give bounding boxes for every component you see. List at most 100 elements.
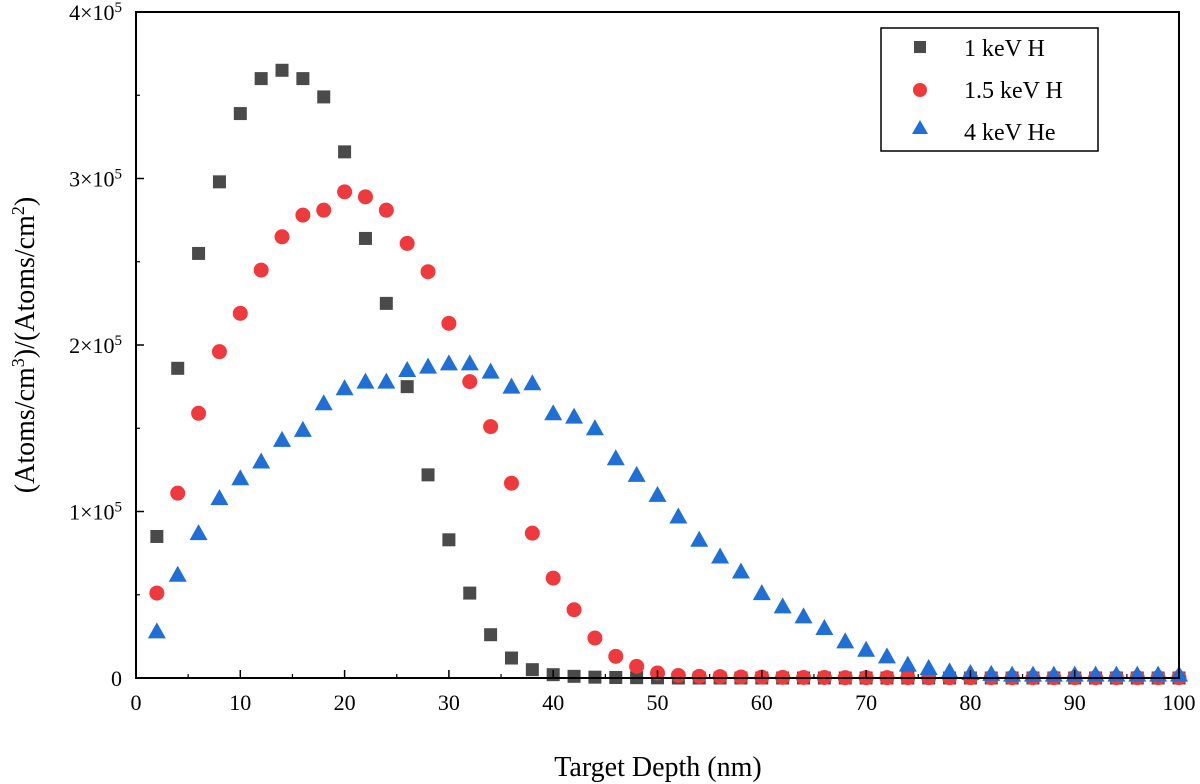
data-point — [565, 407, 584, 424]
data-point — [794, 607, 813, 624]
data-point — [439, 354, 458, 371]
legend-marker-1kev-h — [914, 41, 926, 53]
x-tick-label: 20 — [334, 690, 356, 715]
data-point — [377, 372, 396, 389]
data-point — [253, 262, 269, 278]
data-point — [335, 379, 354, 396]
legend-label-15kev-h: 1.5 keV H — [964, 78, 1063, 104]
data-point — [585, 419, 604, 436]
data-point — [836, 632, 855, 649]
data-point — [919, 659, 938, 676]
series-layer — [147, 63, 1188, 686]
data-point — [150, 529, 164, 543]
data-point — [484, 628, 498, 642]
data-point — [189, 524, 208, 541]
data-point — [420, 264, 436, 280]
y-tick-label: 1×105 — [69, 500, 122, 525]
data-point — [502, 377, 521, 394]
series-triangle — [147, 354, 1188, 682]
x-axis: 0 10 20 30 40 50 60 70 80 90 100 — [131, 670, 1196, 715]
data-point — [317, 90, 331, 104]
x-tick-label: 90 — [1064, 690, 1086, 715]
data-point — [293, 420, 312, 437]
data-point — [566, 602, 582, 618]
data-point — [231, 469, 250, 486]
data-point — [296, 72, 310, 86]
data-point — [504, 651, 518, 665]
y-tick-label: 4×105 — [69, 0, 122, 25]
data-point — [608, 648, 624, 664]
data-point — [337, 184, 353, 200]
legend-marker-15kev-h — [913, 83, 927, 97]
data-point — [338, 145, 352, 159]
data-point — [629, 658, 645, 674]
x-tick-label: 10 — [229, 690, 251, 715]
data-point — [421, 468, 435, 482]
data-point — [460, 354, 479, 371]
legend-label-1kev-h: 1 keV H — [964, 36, 1045, 62]
data-point — [273, 430, 292, 447]
data-point — [606, 449, 625, 466]
data-point — [212, 175, 226, 189]
x-tick-label: 30 — [438, 690, 460, 715]
y-tick-label: 3×105 — [69, 167, 122, 192]
data-point — [170, 485, 186, 501]
data-point — [691, 668, 707, 684]
data-point — [670, 668, 686, 684]
x-tick-label: 40 — [542, 690, 564, 715]
x-tick-label: 70 — [855, 690, 877, 715]
data-point — [358, 231, 372, 245]
data-point — [525, 663, 539, 677]
data-point — [523, 374, 542, 391]
data-point — [192, 246, 206, 260]
data-point — [275, 63, 289, 77]
data-point — [254, 72, 268, 86]
data-point — [669, 507, 688, 524]
data-point — [483, 419, 499, 435]
data-point — [711, 547, 730, 564]
x-tick-label: 60 — [751, 690, 773, 715]
data-point — [378, 202, 394, 218]
data-point — [441, 315, 457, 331]
data-point — [690, 530, 709, 547]
data-point — [210, 489, 229, 506]
data-point — [815, 619, 834, 636]
data-point — [898, 655, 917, 672]
data-point — [544, 404, 563, 421]
x-axis-label: Target Depth (nm) — [554, 752, 761, 783]
data-point — [545, 570, 561, 586]
data-point — [481, 362, 500, 379]
data-point — [398, 360, 417, 377]
data-point — [567, 669, 581, 683]
y-tick-label: 2×105 — [69, 333, 122, 358]
data-point — [463, 586, 477, 600]
data-point — [731, 562, 750, 579]
legend-label-4kev-he: 4 keV He — [964, 120, 1056, 146]
data-point — [314, 394, 333, 411]
data-point — [940, 662, 959, 679]
data-point — [712, 669, 728, 685]
data-point — [752, 584, 771, 601]
x-tick-label: 100 — [1163, 690, 1196, 715]
data-point — [379, 296, 393, 310]
x-tick-label: 80 — [959, 690, 981, 715]
data-point — [627, 465, 646, 482]
x-tick-label: 0 — [131, 690, 142, 715]
data-point — [356, 372, 375, 389]
data-point — [295, 207, 311, 223]
legend-marker-4kev-he — [912, 120, 928, 134]
y-tick-label: 0 — [111, 666, 122, 691]
data-point — [442, 533, 456, 547]
data-point — [399, 235, 415, 251]
data-point — [357, 189, 373, 205]
data-point — [982, 664, 1001, 681]
data-point — [274, 229, 290, 245]
data-point — [587, 630, 603, 646]
data-point — [462, 374, 478, 390]
data-point — [191, 405, 207, 421]
y-axis-label: (Atoms/cm3)/(Atoms/cm2) — [8, 197, 41, 493]
x-tick-label: 50 — [647, 690, 669, 715]
data-point — [857, 640, 876, 657]
data-point — [149, 585, 165, 601]
